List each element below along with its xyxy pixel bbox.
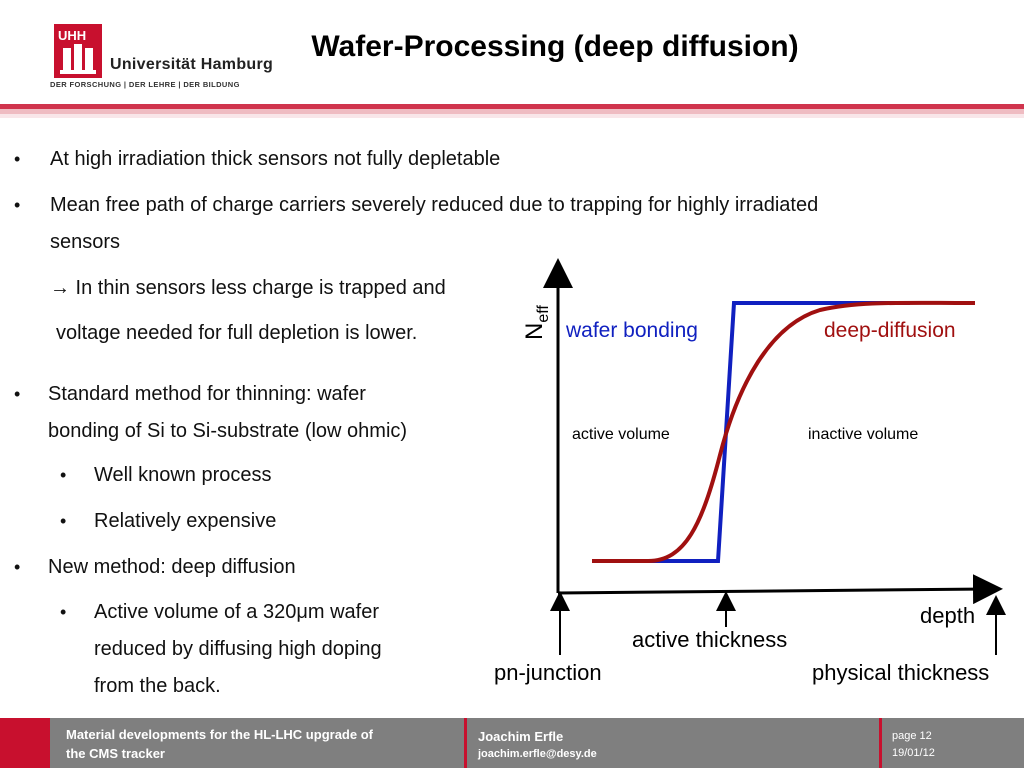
bullet-marker: • (14, 384, 21, 404)
series-line-deep-diffusion (592, 300, 976, 563)
footer-separator (879, 718, 882, 768)
title-divider (0, 104, 1024, 118)
sub-bullet-3-line-1: Active volume of a 320μm wafer (94, 601, 379, 623)
sub-bullet-1: Well known process (94, 464, 272, 486)
doping-profile-chart: Neff wafer bonding deep-diffusion active… (494, 258, 1006, 685)
marker-label-active-thickness: active thickness (632, 627, 787, 652)
sub-bullet-marker: • (60, 602, 67, 622)
bullet-marker: • (14, 149, 21, 169)
logo-mark-text: UHH (58, 28, 86, 43)
sub-bullet-marker: • (60, 511, 67, 531)
series-label-deep-diffusion: deep-diffusion (824, 319, 956, 342)
footer-date: 19/01/12 (892, 747, 935, 759)
sub-bullet-marker: • (60, 465, 67, 485)
series-label-wafer-bonding: wafer bonding (565, 319, 698, 342)
footer-talk-title-line-2: the CMS tracker (66, 746, 165, 761)
footer-bar: Material developments for the HL-LHC upg… (0, 718, 1024, 768)
bullet-marker: • (14, 557, 21, 577)
region-label-inactive: inactive volume (808, 426, 918, 443)
footer-author: Joachim Erfle (478, 729, 564, 744)
y-axis-label-sub: eff (535, 305, 552, 323)
bullet-3-line-1: Standard method for thinning: wafer (48, 383, 366, 405)
footer-accent (0, 718, 50, 768)
note-line-2: voltage needed for full depletion is low… (56, 322, 418, 344)
sub-bullet-3-line-2: reduced by diffusing high doping (94, 638, 382, 660)
footer-page-number: page 12 (892, 730, 932, 742)
sub-bullet-3-line-3: from the back. (94, 675, 221, 697)
y-axis-label-main: N (521, 323, 548, 340)
bullet-4: New method: deep diffusion (48, 556, 296, 578)
logo-tagline: DER FORSCHUNG | DER LEHRE | DER BILDUNG (50, 80, 240, 89)
note-line-1: → In thin sensors less charge is trapped… (50, 277, 446, 299)
bullet-2-line-2: sensors (50, 231, 121, 253)
bullet-1: At high irradiation thick sensors not fu… (50, 148, 501, 170)
bullet-3-line-2: bonding of Si to Si-substrate (low ohmic… (48, 420, 408, 442)
logo-name: Universität Hamburg (110, 56, 274, 73)
marker-label-physical-thickness: physical thickness (812, 660, 989, 685)
bullet-2-line-1: Mean free path of charge carriers severe… (50, 194, 819, 216)
footer-email[interactable]: joachim.erfle@desy.de (478, 748, 597, 760)
uhh-logo-icon: UHH (54, 24, 102, 78)
region-label-active: active volume (572, 426, 670, 443)
footer-separator (464, 718, 467, 768)
bullet-marker: • (14, 195, 21, 215)
x-axis (557, 574, 1003, 605)
university-logo: UHH Universität Hamburg DER FORSCHUNG | … (50, 24, 273, 94)
x-axis-label: depth (920, 603, 975, 628)
slide-title: Wafer-Processing (deep diffusion) (311, 30, 799, 63)
y-axis-label: Neff (521, 305, 552, 340)
footer-talk-title-line-1: Material developments for the HL-LHC upg… (66, 727, 373, 742)
sub-bullet-2: Relatively expensive (94, 510, 277, 532)
marker-label-pn-junction: pn-junction (494, 660, 602, 685)
